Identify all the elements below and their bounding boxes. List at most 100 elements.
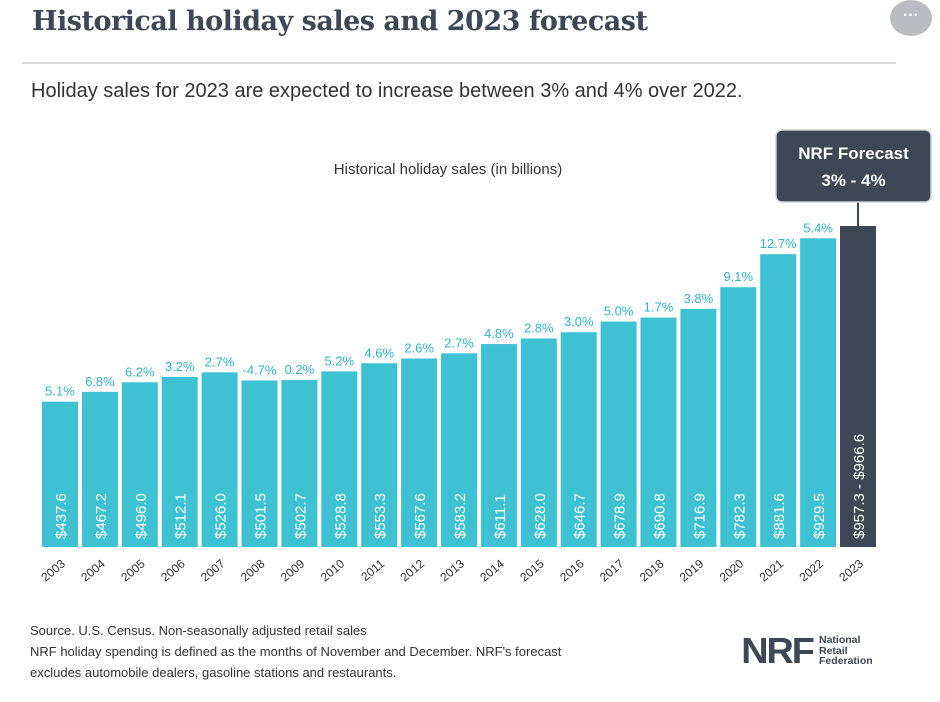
x-tick-2015: 2015 xyxy=(517,556,547,584)
footnote-definition: NRF holiday spending is defined as the m… xyxy=(30,644,562,659)
growth-label-2004: 6.8% xyxy=(85,374,115,389)
logo-line-retail: Retail xyxy=(819,644,848,657)
more-options-button[interactable]: ··· xyxy=(890,0,932,36)
bar-value-label-2014: $611.1 xyxy=(492,494,509,539)
bar-2022 xyxy=(800,238,837,547)
footnote-source: Source. U.S. Census. Non-seasonally adju… xyxy=(30,623,367,638)
chart-title: Historical holiday sales (in billions) xyxy=(334,161,562,178)
growth-label-2013: 2.7% xyxy=(444,335,474,350)
bar-2023 xyxy=(840,226,876,547)
x-tick-2009: 2009 xyxy=(278,556,308,584)
bar-2016 xyxy=(560,332,597,547)
bar-2018 xyxy=(640,317,677,547)
logo-line-national: National xyxy=(819,634,861,647)
x-tick-2010: 2010 xyxy=(318,556,348,584)
footnote: Source. U.S. Census. Non-seasonally adju… xyxy=(30,620,561,683)
growth-label-2012: 2.6% xyxy=(404,341,434,356)
bar-value-label-2021: $881.6 xyxy=(771,493,788,539)
bar-value-label-2019: $716.9 xyxy=(691,493,708,539)
x-tick-2021: 2021 xyxy=(757,556,787,584)
forecast-callout-value: 3% - 4% xyxy=(821,171,885,190)
bar-2021 xyxy=(760,254,797,547)
bar-value-label-2015: $628.0 xyxy=(532,493,549,539)
bar-2005 xyxy=(121,382,158,547)
holiday-sales-chart: Historical holiday sales (in billions) $4… xyxy=(38,129,932,584)
x-tick-2004: 2004 xyxy=(78,556,108,584)
x-tick-2013: 2013 xyxy=(437,556,467,584)
bar-value-label-2022: $929.5 xyxy=(811,493,828,539)
bar-value-label-2013: $583.2 xyxy=(452,493,469,539)
growth-label-2006: 3.2% xyxy=(165,359,195,374)
title-divider xyxy=(22,62,896,64)
bar-2007 xyxy=(201,372,238,547)
growth-label-2016: 3.0% xyxy=(564,314,594,329)
x-tick-2018: 2018 xyxy=(637,556,667,584)
bar-value-label-2018: $690.8 xyxy=(652,493,669,539)
x-tick-2008: 2008 xyxy=(238,556,268,584)
bar-value-label-2005: $496.0 xyxy=(133,493,150,539)
bar-value-label-2011: $553.3 xyxy=(372,493,389,539)
nrf-logo-mark: NRF xyxy=(741,630,815,671)
growth-label-2021: 12.7% xyxy=(760,236,797,251)
growth-label-2003: 5.1% xyxy=(45,384,75,399)
nrf-logo-text: National Retail Federation xyxy=(819,635,873,667)
bar-2003 xyxy=(42,401,78,547)
bar-2004 xyxy=(81,391,118,547)
bar-value-label-2006: $512.1 xyxy=(173,493,190,539)
growth-label-2018: 1.7% xyxy=(644,300,674,315)
bar-2006 xyxy=(161,376,198,547)
bar-value-label-2023: $957.3 - $966.6 xyxy=(851,434,868,539)
growth-label-2022: 5.4% xyxy=(803,220,833,235)
bar-value-label-2007: $526.0 xyxy=(213,493,230,539)
growth-label-2005: 6.2% xyxy=(125,364,155,379)
forecast-callout-title: NRF Forecast xyxy=(798,144,909,163)
growth-label-2020: 9.1% xyxy=(723,269,753,284)
bar-value-label-2010: $528.8 xyxy=(332,493,349,539)
bar-2014 xyxy=(480,344,517,547)
growth-label-2014: 4.8% xyxy=(484,326,514,341)
bar-2019 xyxy=(680,308,717,547)
bar-value-label-2003: $437.6 xyxy=(53,493,70,539)
nrf-logo: NRF National Retail Federation xyxy=(741,630,873,672)
x-tick-2022: 2022 xyxy=(797,556,827,584)
x-tick-2005: 2005 xyxy=(118,556,148,584)
growth-label-2009: 0.2% xyxy=(285,362,315,377)
growth-label-2007: 2.7% xyxy=(205,354,235,369)
growth-label-2010: 5.2% xyxy=(324,353,354,368)
bar-value-label-2020: $782.3 xyxy=(731,493,748,539)
x-tick-2011: 2011 xyxy=(358,556,387,584)
growth-label-2019: 3.8% xyxy=(684,291,714,306)
forecast-callout-box xyxy=(775,129,932,203)
bar-value-label-2017: $678.9 xyxy=(612,493,629,539)
x-tick-2019: 2019 xyxy=(677,556,707,584)
bar-2015 xyxy=(520,338,557,547)
footnote-exclusions: excludes automobile dealers, gasoline st… xyxy=(30,665,397,680)
bar-value-label-2004: $467.2 xyxy=(93,493,110,539)
bar-2013 xyxy=(441,353,477,547)
growth-label-2015: 2.8% xyxy=(524,320,554,335)
page-title: Historical holiday sales and 2023 foreca… xyxy=(32,6,648,37)
growth-label-2017: 5.0% xyxy=(604,304,634,319)
growth-label-2008: -4.7% xyxy=(243,362,277,377)
x-tick-2016: 2016 xyxy=(557,556,587,584)
bar-value-label-2009: $502.7 xyxy=(292,493,309,539)
bar-2009 xyxy=(281,380,318,547)
bar-2008 xyxy=(241,380,278,547)
x-tick-2017: 2017 xyxy=(597,556,627,584)
bar-value-label-2008: $501.5 xyxy=(253,493,270,539)
bar-2012 xyxy=(401,358,438,547)
logo-line-federation: Federation xyxy=(819,655,873,668)
x-tick-2014: 2014 xyxy=(477,556,507,584)
x-tick-2007: 2007 xyxy=(198,556,228,584)
page-subtitle: Holiday sales for 2023 are expected to i… xyxy=(31,80,743,102)
x-tick-2012: 2012 xyxy=(398,556,428,584)
x-tick-2023: 2023 xyxy=(836,556,866,584)
bar-value-label-2016: $646.7 xyxy=(572,493,589,539)
x-tick-2020: 2020 xyxy=(717,556,747,584)
bar-2020 xyxy=(720,287,757,547)
growth-label-2011: 4.6% xyxy=(364,345,394,360)
bar-value-label-2012: $567.6 xyxy=(412,493,429,539)
bar-2017 xyxy=(600,321,637,547)
bar-2011 xyxy=(361,363,398,547)
x-tick-2006: 2006 xyxy=(158,556,188,584)
